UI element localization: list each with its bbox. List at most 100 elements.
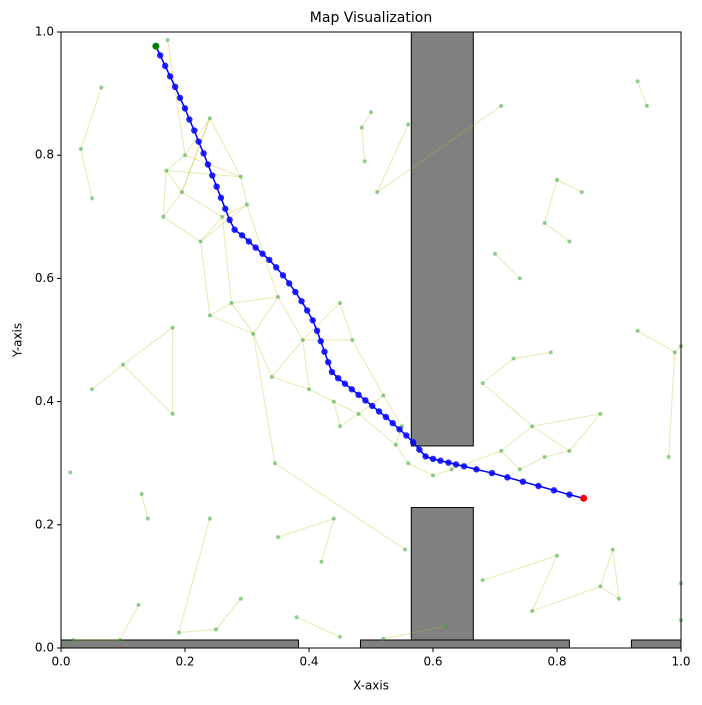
edge xyxy=(320,518,335,562)
edge xyxy=(162,170,167,217)
y-tick-label: 0.8 xyxy=(35,148,54,162)
path-point xyxy=(334,374,342,382)
path-point xyxy=(245,238,253,245)
node xyxy=(511,356,516,361)
edge xyxy=(184,154,241,178)
node xyxy=(359,125,364,130)
node xyxy=(644,103,649,108)
edge xyxy=(80,148,93,199)
path-point xyxy=(191,127,198,134)
edge xyxy=(271,339,304,378)
path-point xyxy=(181,105,189,112)
node xyxy=(567,448,572,453)
node xyxy=(499,448,504,453)
path-point xyxy=(416,446,423,453)
path-point xyxy=(266,256,273,264)
edge xyxy=(513,351,551,359)
y-tick-label: 0.2 xyxy=(35,517,54,531)
edge xyxy=(482,382,533,427)
edge xyxy=(178,629,217,634)
path-point xyxy=(213,183,220,190)
node xyxy=(68,470,73,475)
edge xyxy=(271,376,310,390)
edge xyxy=(361,111,372,128)
edge xyxy=(500,450,521,470)
node xyxy=(170,325,175,330)
node xyxy=(542,220,547,225)
path-point xyxy=(303,307,311,314)
edge xyxy=(532,413,601,427)
edge xyxy=(302,302,341,341)
node xyxy=(598,584,603,589)
path-point xyxy=(309,317,316,324)
node xyxy=(161,214,166,219)
edge xyxy=(519,456,545,470)
node xyxy=(207,516,212,521)
path-point xyxy=(226,216,233,224)
node xyxy=(443,624,448,629)
path-point xyxy=(473,466,480,473)
edge xyxy=(376,105,502,193)
edge xyxy=(240,176,248,205)
node xyxy=(617,596,621,601)
edge xyxy=(532,585,601,612)
node xyxy=(530,424,535,429)
node xyxy=(238,174,243,179)
obstacle xyxy=(60,639,299,649)
path-point xyxy=(362,397,369,404)
edge xyxy=(302,339,310,390)
edge xyxy=(215,598,242,630)
node xyxy=(381,393,386,398)
path-point xyxy=(452,461,460,468)
edge xyxy=(221,216,232,304)
edge xyxy=(494,253,521,279)
path-point xyxy=(231,226,238,233)
node xyxy=(517,276,522,281)
node xyxy=(214,627,218,632)
path-point xyxy=(325,358,332,366)
x-tick-label: 0.6 xyxy=(423,655,442,669)
node xyxy=(71,637,76,642)
edge xyxy=(407,462,434,476)
edge xyxy=(252,333,273,378)
node xyxy=(269,374,274,379)
node xyxy=(78,147,83,152)
path-point xyxy=(341,380,349,387)
edge xyxy=(122,327,173,366)
node xyxy=(198,239,203,244)
node xyxy=(579,190,584,195)
path-point xyxy=(382,413,390,421)
edge xyxy=(637,81,648,107)
node xyxy=(356,411,361,416)
node xyxy=(207,313,212,318)
y-tick-label: 0.4 xyxy=(35,394,54,408)
y-tick-label: 0.0 xyxy=(35,641,54,655)
obstacle xyxy=(359,639,570,649)
path-point xyxy=(504,474,511,481)
path-point xyxy=(272,264,280,271)
node xyxy=(294,615,299,620)
obstacle xyxy=(630,639,682,649)
node xyxy=(666,455,671,460)
obstacle xyxy=(410,507,474,649)
path-point xyxy=(321,348,328,355)
edge xyxy=(221,204,248,218)
y-tick-label: 1.0 xyxy=(35,25,54,39)
path-point xyxy=(422,453,429,460)
edge xyxy=(209,118,242,177)
edge xyxy=(599,549,614,587)
path-point xyxy=(161,62,169,70)
edge xyxy=(308,388,335,403)
path-point xyxy=(403,432,410,439)
path-point xyxy=(369,402,376,410)
path-point xyxy=(195,138,202,145)
edge xyxy=(531,425,570,452)
node xyxy=(117,637,122,642)
node xyxy=(542,455,547,460)
edge xyxy=(637,330,676,353)
y-axis-label: Y-axis xyxy=(11,323,25,358)
path-point xyxy=(355,391,362,399)
node xyxy=(170,411,175,416)
path-point xyxy=(252,244,259,251)
